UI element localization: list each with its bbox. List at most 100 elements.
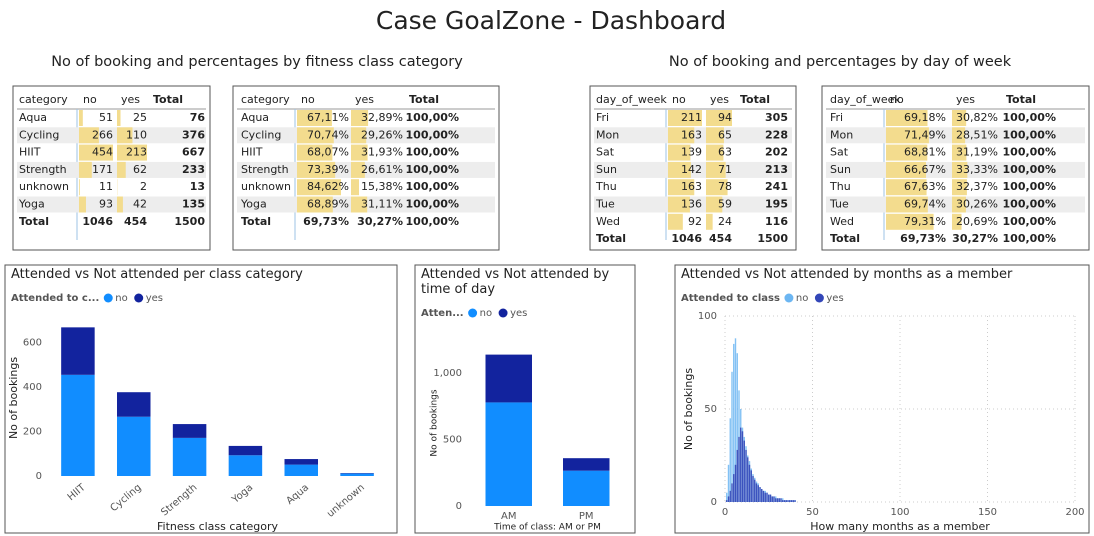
table-cell: Fri [830, 111, 843, 124]
bar [773, 496, 775, 502]
bar [741, 431, 744, 502]
y-axis-title: No of bookings [682, 368, 695, 450]
bar [764, 492, 766, 502]
table-cell: 68,89% [307, 198, 349, 211]
table-cell: 24 [718, 215, 732, 228]
bar [745, 449, 747, 502]
table-cell: Yoga [18, 198, 45, 211]
table-cell: 69,18% [904, 111, 946, 124]
row-stripe [594, 161, 792, 178]
table-cell: 68,07% [307, 146, 349, 159]
row-stripe [594, 196, 792, 213]
bar [117, 392, 151, 417]
table-cell: Aqua [19, 111, 47, 124]
data-bar [886, 110, 928, 126]
total-cell: 1500 [757, 232, 788, 245]
table-cell: 32,89% [361, 111, 403, 124]
table-cell: 62 [133, 163, 147, 176]
x-tick-label: HIIT [66, 482, 89, 504]
bar [750, 470, 752, 502]
bar [727, 496, 730, 502]
legend-swatch [468, 308, 478, 318]
bar [783, 500, 786, 502]
row-stripe [17, 161, 206, 178]
data-bar [886, 213, 934, 230]
y-tick-label: 0 [711, 497, 717, 508]
bar [771, 496, 773, 502]
bar [790, 500, 793, 502]
table-cell: 100,00% [406, 198, 459, 211]
table-cell: Sun [596, 163, 617, 176]
column-header: Total [153, 93, 183, 106]
table-cell: 15,38% [361, 180, 403, 193]
total-cell: Total [596, 232, 626, 245]
column-header: day_of_week [596, 93, 667, 106]
table-cell: unknown [19, 180, 69, 193]
table-cell: 68,81% [904, 146, 946, 159]
bar [748, 464, 751, 502]
data-bar [706, 127, 724, 144]
table-cell: Thu [829, 180, 851, 193]
data-bar [668, 127, 695, 144]
column-header: Total [1006, 93, 1036, 106]
column-header: no [83, 93, 97, 106]
table-cell: 266 [92, 128, 113, 141]
column-header: yes [956, 93, 975, 106]
bar [726, 492, 728, 502]
chart-title: Attended vs Not attended by time of day [421, 267, 610, 297]
x-tick-label: Cycling [108, 482, 143, 514]
table-cell: 100,00% [406, 163, 459, 176]
table-cell: Fri [596, 111, 609, 124]
bar [766, 492, 768, 502]
panel [414, 264, 636, 534]
table-cell: 305 [765, 111, 788, 124]
bar [792, 500, 794, 502]
data-bar [297, 127, 334, 144]
bar [787, 500, 789, 502]
data-bar [706, 110, 732, 126]
bar [563, 470, 610, 506]
bar [752, 475, 754, 502]
total-cell: 454 [709, 232, 732, 245]
data-bar [706, 144, 724, 161]
table-cell: 32,37% [956, 180, 998, 193]
table-cell: 202 [765, 146, 788, 159]
table-cell: 100,00% [406, 111, 459, 124]
table-cell: 93 [99, 198, 113, 211]
table-cell: 30,26% [956, 198, 998, 211]
table-cell: 135 [182, 198, 205, 211]
bar [759, 487, 761, 502]
table-cell: 100,00% [1003, 180, 1056, 193]
table-cell: 78 [718, 180, 732, 193]
bar [755, 483, 758, 502]
table-cell: 31,93% [361, 146, 403, 159]
table-cell: 100,00% [1003, 215, 1056, 228]
y-tick-label: 600 [23, 337, 42, 348]
total-cell: Total [241, 215, 271, 228]
bar [754, 479, 756, 502]
table-cell: Thu [595, 180, 617, 193]
bar [61, 327, 95, 375]
bar [729, 418, 731, 502]
legend-title: Attended to class [681, 293, 780, 304]
data-bar [297, 144, 333, 161]
y-axis-title: No of bookings [430, 389, 440, 456]
data-bar [706, 161, 726, 178]
total-cell: 30,27% [952, 232, 998, 245]
bar [794, 500, 796, 502]
x-tick-label: 0 [722, 507, 728, 518]
table-cell: 20,69% [956, 215, 998, 228]
data-bar [117, 144, 147, 161]
bar [733, 474, 735, 502]
y-tick-label: 50 [704, 404, 717, 415]
data-bar [952, 213, 962, 230]
data-bar [351, 161, 365, 178]
table-cell: 30,82% [956, 111, 998, 124]
table-cell: 84,62% [307, 180, 349, 193]
column-header: category [19, 93, 68, 106]
table-cell: 71 [718, 163, 732, 176]
data-bar [117, 127, 133, 144]
table-cell: HIIT [19, 146, 41, 159]
table-cell: HIIT [241, 146, 263, 159]
